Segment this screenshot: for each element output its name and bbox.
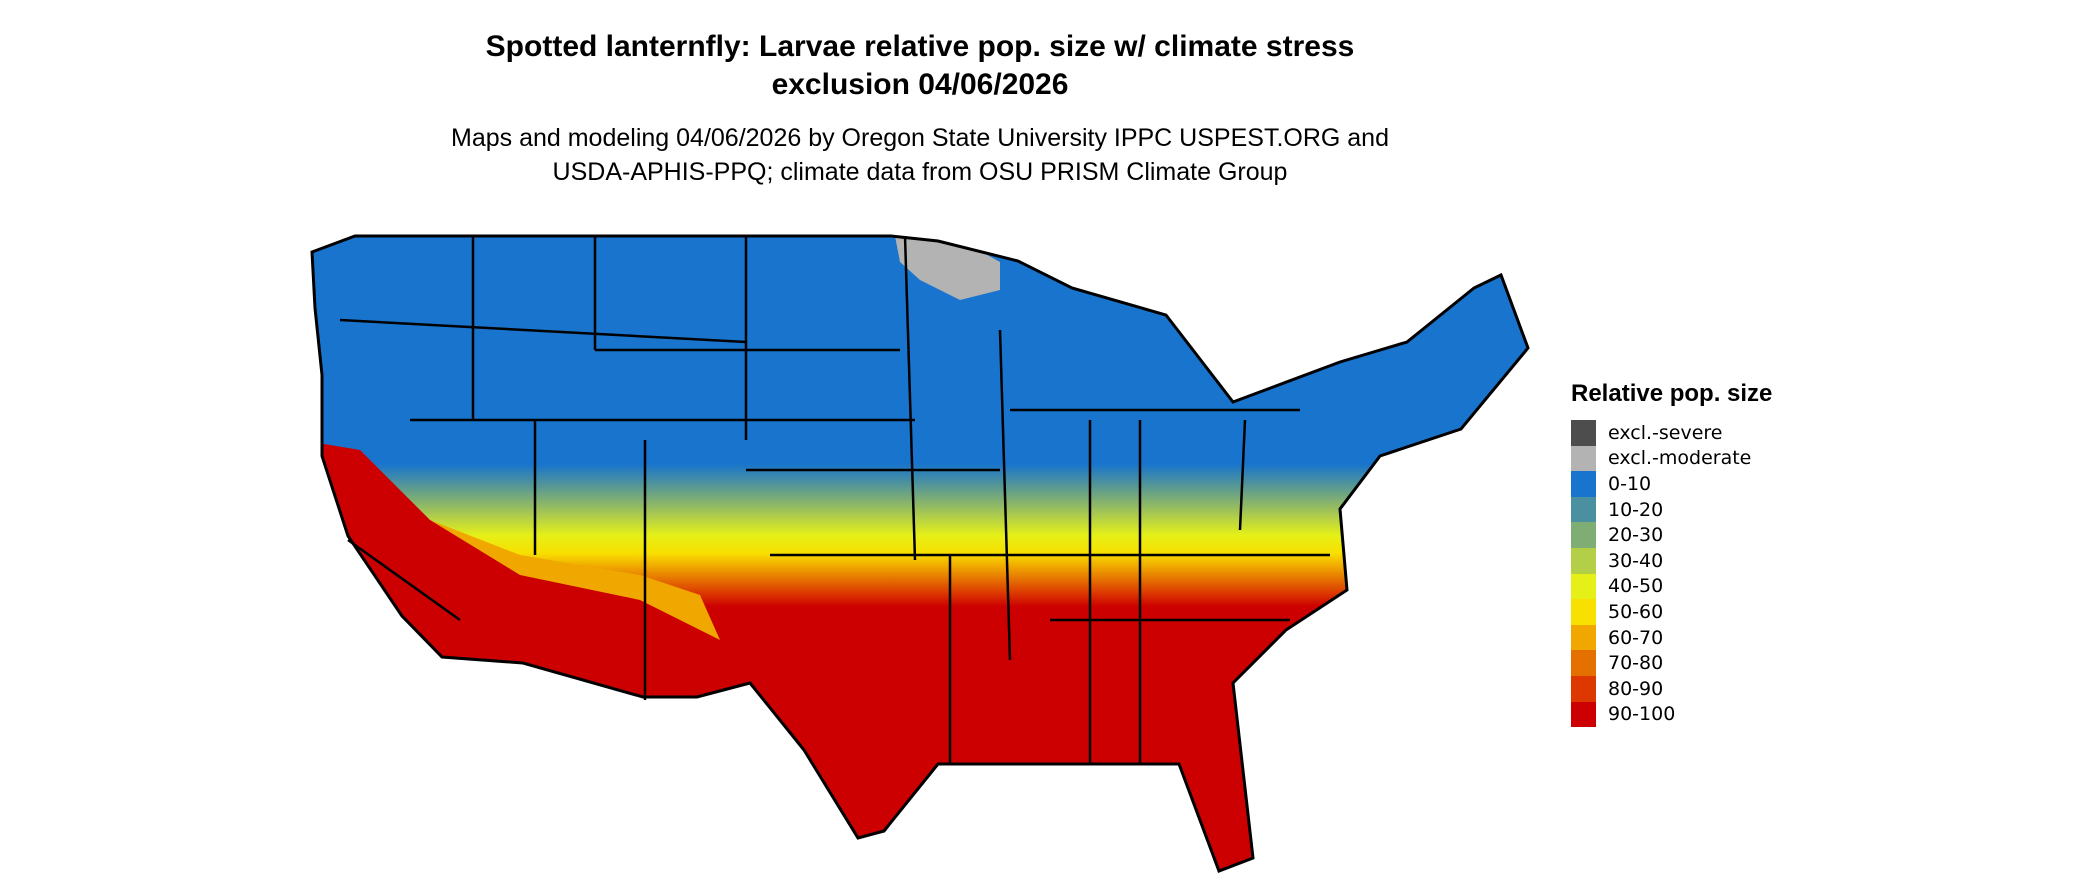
legend-swatch [1571, 624, 1596, 651]
legend-swatch [1571, 496, 1596, 523]
legend-swatch [1571, 471, 1596, 497]
legend-item: 20-30 [1571, 522, 1772, 548]
map-subtitle-line1: Maps and modeling 04/06/2026 by Oregon S… [451, 124, 1389, 152]
legend-label: excl.-severe [1608, 421, 1723, 444]
legend-swatch [1571, 599, 1596, 625]
map-legend: Relative pop. size excl.-severe excl.-mod… [1571, 380, 1773, 728]
legend-item: 40-50 [1571, 573, 1772, 600]
legend-swatch [1571, 547, 1596, 574]
legend-item: 80-90 [1571, 675, 1772, 702]
legend-item: excl.-severe [1571, 420, 1772, 446]
map-fill-southwest-transition [430, 520, 720, 640]
legend-label: 40-50 [1608, 575, 1664, 598]
legend-label: 80-90 [1608, 677, 1664, 700]
legend-item: 60-70 [1571, 624, 1772, 651]
legend-item: 70-80 [1571, 650, 1772, 676]
legend-swatch [1571, 675, 1596, 702]
legend-item: 30-40 [1571, 547, 1772, 574]
legend-swatch [1571, 650, 1596, 676]
legend-swatch [1571, 420, 1596, 446]
legend-label: 20-30 [1608, 524, 1664, 547]
legend-swatch [1571, 701, 1596, 728]
legend-swatch [1571, 522, 1596, 548]
legend-label: 0-10 [1608, 472, 1652, 495]
legend-label: 30-40 [1608, 549, 1664, 572]
map-subtitle-line2: USDA-APHIS-PPQ; climate data from OSU PR… [552, 158, 1288, 186]
legend-label: 50-60 [1608, 600, 1664, 623]
legend-item: 0-10 [1571, 471, 1772, 497]
legend-label: 70-80 [1608, 652, 1664, 675]
legend-label: excl.-moderate [1608, 447, 1752, 470]
legend-title: Relative pop. size [1571, 380, 1773, 407]
legend-swatch [1571, 573, 1596, 600]
legend-swatch [1571, 445, 1596, 472]
legend-item: 90-100 [1571, 701, 1772, 728]
legend-label: 90-100 [1608, 703, 1676, 726]
legend-item: 10-20 [1571, 496, 1772, 523]
state-borders [310, 234, 1530, 873]
legend-item: excl.-moderate [1571, 445, 1772, 472]
map-fill-excl-moderate [895, 236, 1000, 300]
legend-label: 10-20 [1608, 498, 1664, 521]
legend-item: 50-60 [1571, 599, 1772, 625]
legend-label: 60-70 [1608, 626, 1664, 649]
map-title-line1: Spotted lanternfly: Larvae relative pop.… [485, 30, 1355, 63]
map-title-line2: exclusion 04/06/2026 [771, 68, 1069, 101]
